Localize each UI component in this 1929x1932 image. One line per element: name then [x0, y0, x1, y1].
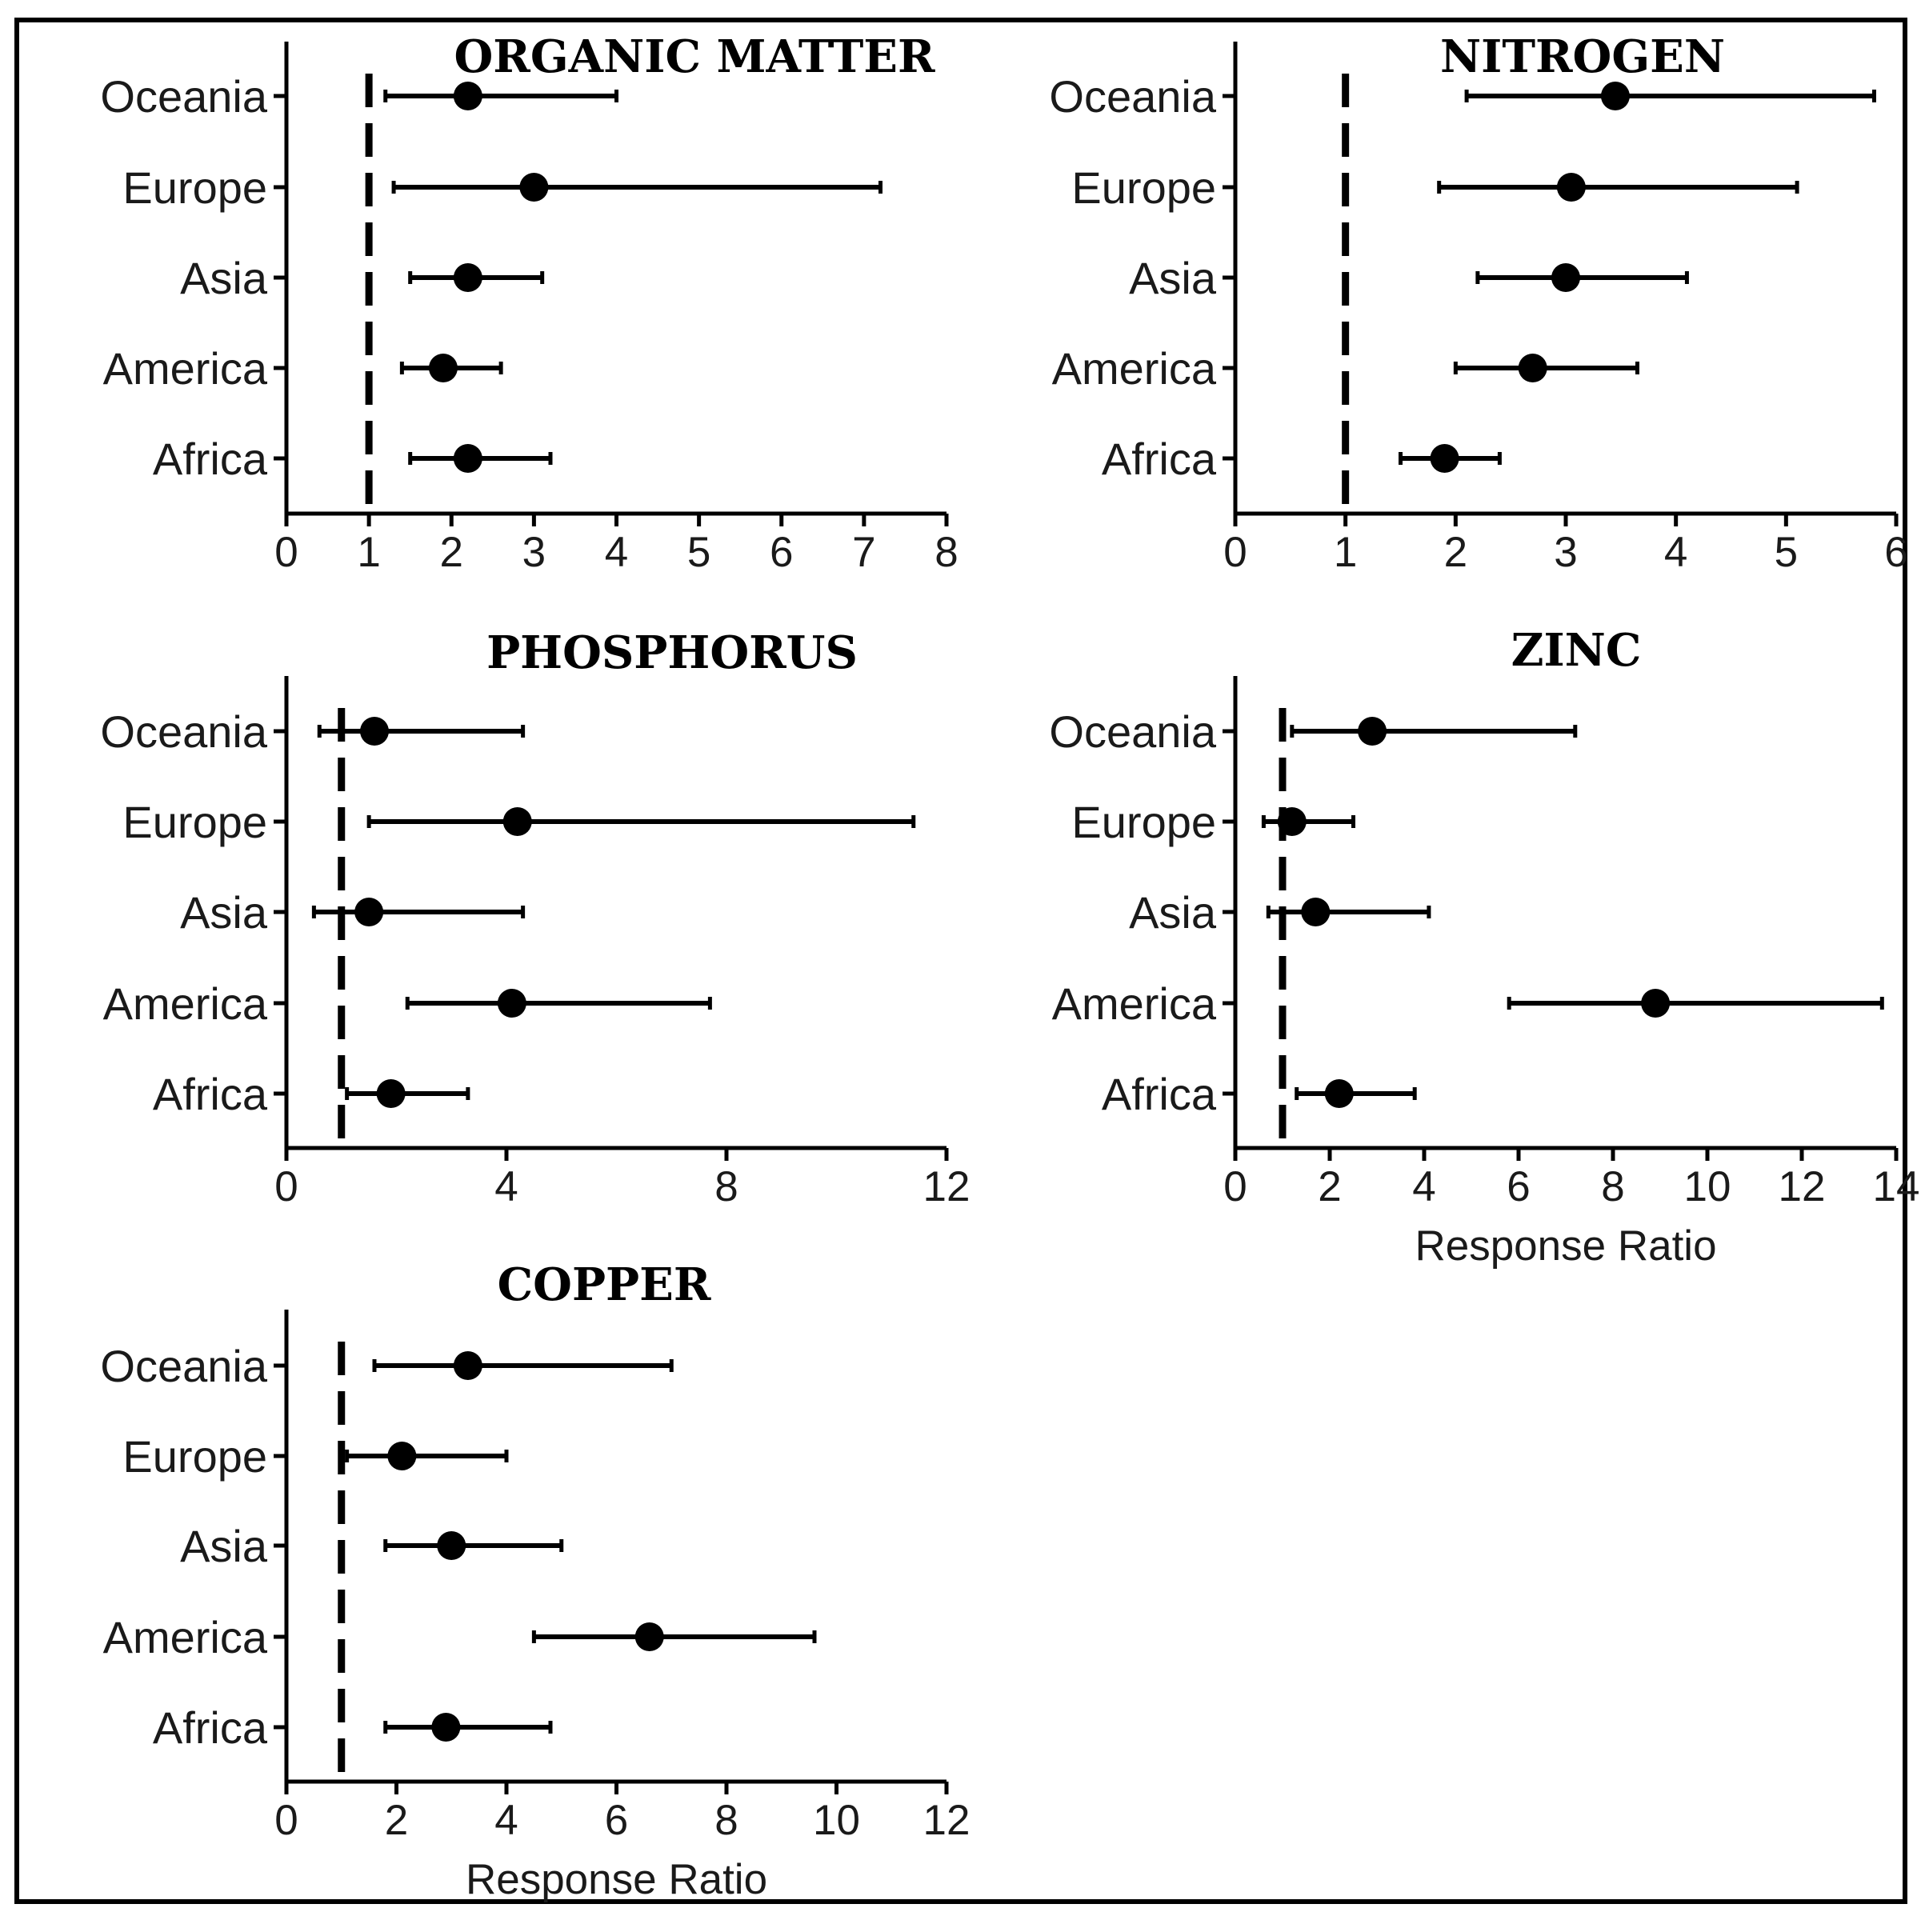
panel-copper: COPPER 0 2 4 6 8 10 12 Response Ratio Oceania Euro…	[100, 1258, 970, 1903]
category-label: America	[1052, 978, 1217, 1029]
x-tick-label: 8	[1601, 1163, 1624, 1210]
x-tick-label: 7	[852, 529, 875, 576]
x-tick-label: 5	[687, 529, 710, 576]
panel-title: COPPER	[498, 1258, 711, 1311]
category-label: Oceania	[100, 706, 267, 757]
panel-title: ZINC	[1511, 624, 1642, 677]
category-label: Africa	[153, 1069, 268, 1119]
category-label: Africa	[1102, 434, 1217, 484]
point-estimate	[502, 807, 532, 836]
point-estimate	[431, 1713, 461, 1742]
point-estimate	[497, 989, 526, 1018]
point-estimate	[453, 82, 482, 110]
panel-phosphorus: PHOSPHORUS 0 4 8 12 Oceania Europe Asia America A…	[100, 626, 970, 1210]
x-tick-label: 1	[1334, 529, 1357, 576]
panel-nitrogen: NITROGEN 0 1 2 3 4 5 6 Oceania Europe Asia America A…	[1049, 30, 1907, 576]
point-estimate	[428, 354, 458, 382]
panel-zinc: ZINC 0 2 4 6 8 10 12 14 Response Ratio Oceania Euro…	[1049, 624, 1919, 1270]
point-estimate	[453, 444, 482, 473]
point-estimate	[634, 1622, 664, 1651]
x-tick-label: 2	[1444, 529, 1467, 576]
point-estimate	[437, 1531, 466, 1560]
point-estimate	[519, 173, 549, 202]
x-tick-label: 4	[1412, 1163, 1435, 1210]
category-label: Asia	[1129, 253, 1217, 303]
figure-frame	[14, 18, 1907, 1904]
x-tick-label: 14	[1873, 1163, 1920, 1210]
point-estimate	[354, 898, 384, 926]
point-estimate	[1301, 898, 1331, 926]
x-tick-label: 3	[1554, 529, 1577, 576]
category-label: America	[103, 1612, 268, 1662]
panel-title: PHOSPHORUS	[486, 626, 858, 679]
point-estimate	[376, 1079, 406, 1108]
category-label: America	[1052, 343, 1217, 394]
x-tick-label: 6	[1884, 529, 1907, 576]
x-tick-label: 6	[1507, 1163, 1530, 1210]
point-estimate	[1277, 807, 1307, 836]
category-label: Africa	[153, 1702, 268, 1753]
x-tick-label: 4	[494, 1163, 518, 1210]
x-tick-label: 0	[1223, 529, 1247, 576]
x-tick-label: 5	[1775, 529, 1798, 576]
point-estimate	[387, 1442, 417, 1470]
x-tick-label: 4	[1664, 529, 1687, 576]
point-estimate	[453, 263, 482, 292]
x-tick-label: 8	[934, 529, 958, 576]
category-label: Asia	[180, 1521, 268, 1571]
point-estimate	[1551, 263, 1580, 292]
x-tick-label: 12	[923, 1797, 971, 1844]
x-tick-label: 8	[714, 1163, 738, 1210]
x-tick-label: 2	[440, 529, 463, 576]
category-label: Oceania	[1049, 706, 1216, 757]
x-tick-label: 12	[923, 1163, 971, 1210]
category-label: Africa	[153, 434, 268, 484]
x-tick-label: 6	[605, 1797, 628, 1844]
x-tick-label: 2	[1318, 1163, 1341, 1210]
point-estimate	[1641, 989, 1671, 1018]
x-tick-label: 0	[274, 1797, 298, 1844]
x-tick-label: 0	[274, 529, 298, 576]
x-tick-label: 4	[494, 1797, 518, 1844]
category-label: America	[103, 343, 268, 394]
point-estimate	[1600, 82, 1630, 110]
point-estimate	[360, 717, 389, 746]
category-label: Europe	[122, 1431, 267, 1482]
category-label: Oceania	[100, 1341, 267, 1391]
category-label: Asia	[1129, 887, 1217, 938]
panel-organic-matter: ORGANIC MATTER 0 1 2 3 4 5 6 7 8 Oceania Europe Asia…	[100, 30, 958, 576]
panel-title: ORGANIC MATTER	[454, 30, 935, 83]
point-estimate	[1518, 354, 1547, 382]
x-tick-label: 0	[274, 1163, 298, 1210]
category-label: Europe	[1071, 162, 1216, 213]
x-tick-label: 3	[522, 529, 546, 576]
category-label: Oceania	[1049, 71, 1216, 122]
x-tick-label: 10	[813, 1797, 860, 1844]
category-label: Europe	[122, 162, 267, 213]
panel-title: NITROGEN	[1440, 30, 1725, 83]
point-estimate	[1556, 173, 1586, 202]
category-label: America	[103, 978, 268, 1029]
x-axis-title: Response Ratio	[1415, 1222, 1716, 1270]
x-tick-label: 4	[605, 529, 628, 576]
category-label: Asia	[180, 887, 268, 938]
point-estimate	[1430, 444, 1459, 473]
category-label: Africa	[1102, 1069, 1217, 1119]
x-tick-label: 2	[385, 1797, 408, 1844]
category-label: Europe	[1071, 797, 1216, 847]
x-tick-label: 8	[714, 1797, 738, 1844]
category-label: Oceania	[100, 71, 267, 122]
x-tick-label: 0	[1223, 1163, 1247, 1210]
point-estimate	[1358, 717, 1387, 746]
category-label: Asia	[180, 253, 268, 303]
x-tick-label: 10	[1684, 1163, 1731, 1210]
x-tick-label: 6	[770, 529, 793, 576]
x-axis-title: Response Ratio	[466, 1856, 767, 1903]
x-tick-label: 12	[1779, 1163, 1826, 1210]
point-estimate	[453, 1351, 482, 1380]
x-tick-label: 1	[357, 529, 380, 576]
point-estimate	[1324, 1079, 1354, 1108]
category-label: Europe	[122, 797, 267, 847]
